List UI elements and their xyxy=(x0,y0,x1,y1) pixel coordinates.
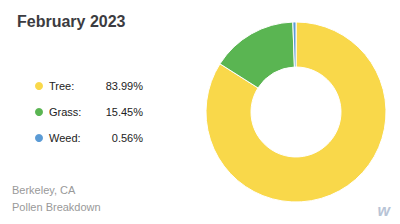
svg-text:0.56%: 0.56% xyxy=(112,132,143,144)
svg-text:15.45%: 15.45% xyxy=(106,106,144,118)
svg-text:Berkeley, CA: Berkeley, CA xyxy=(12,184,76,196)
svg-text:Tree:: Tree: xyxy=(49,80,74,92)
svg-text:February 2023: February 2023 xyxy=(17,13,126,30)
svg-text:Pollen Breakdown: Pollen Breakdown xyxy=(12,201,101,213)
svg-text:Weed:: Weed: xyxy=(49,132,81,144)
svg-text:w: w xyxy=(378,202,392,219)
svg-text:83.99%: 83.99% xyxy=(106,80,144,92)
svg-text:Grass:: Grass: xyxy=(49,106,81,118)
